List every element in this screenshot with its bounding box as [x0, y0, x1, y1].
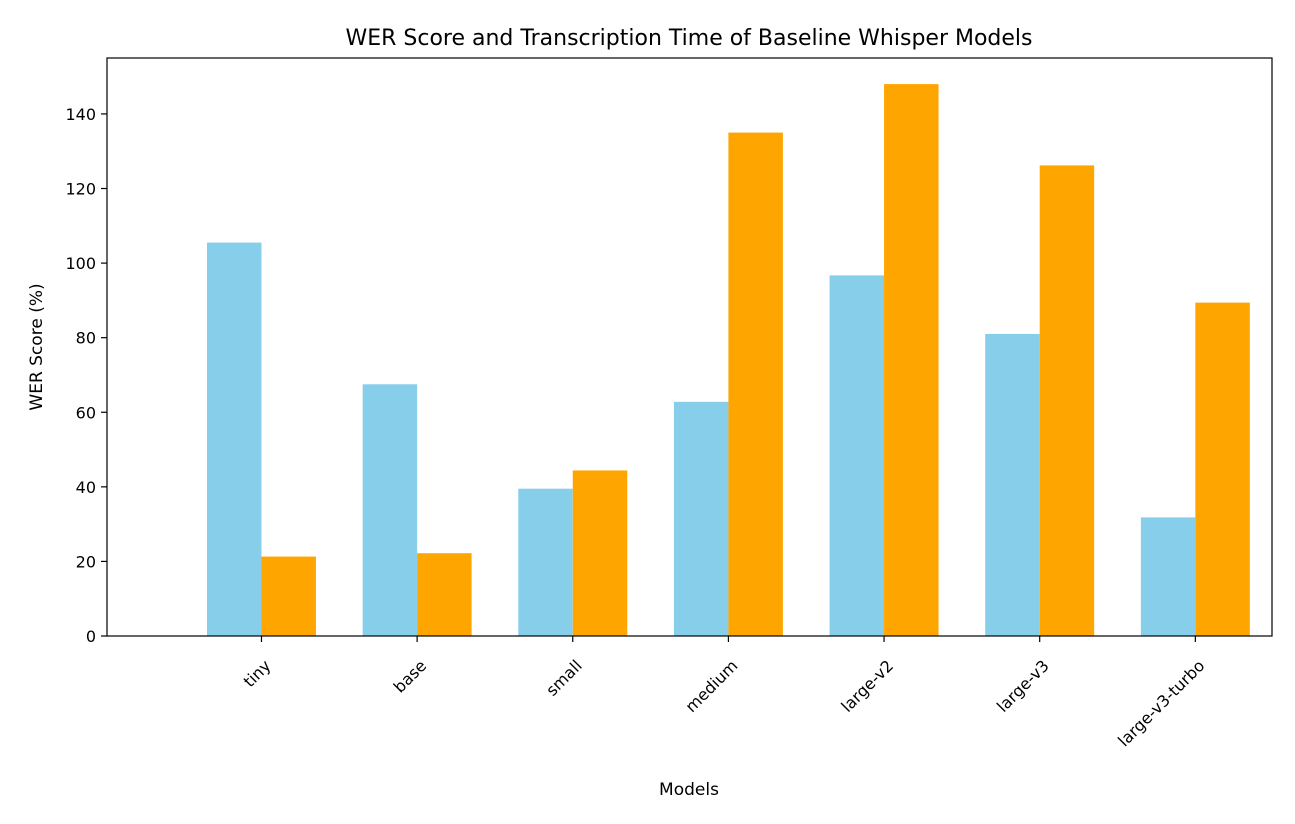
y-axis: 0 20 40 60 80 100 120 140	[65, 105, 107, 646]
bar-series1-large-v3-turbo	[1140, 517, 1196, 636]
x-tick-label-small: small	[542, 656, 586, 700]
x-axis: tiny base small medium large-v2 large-v3 large…	[240, 636, 1208, 750]
x-tick-label-medium: medium	[682, 656, 742, 716]
bar-series1-tiny	[207, 242, 262, 636]
x-tick-label-large-v3-turbo: large-v3-turbo	[1114, 656, 1208, 750]
bar-series2-medium	[728, 132, 783, 637]
x-tick-label-base: base	[390, 656, 430, 696]
bar-series1-large-v2	[829, 275, 885, 636]
y-tick-label: 60	[76, 403, 96, 422]
x-tick-label-large-v2: large-v2	[837, 656, 897, 716]
bar-series2-base	[417, 553, 472, 636]
bar-series2-large-v2	[884, 84, 939, 637]
bar-series2-tiny	[261, 556, 316, 636]
bar-series2-large-v3	[1039, 165, 1095, 637]
y-tick-label: 40	[76, 478, 96, 497]
y-tick-label: 0	[86, 627, 96, 646]
bar-series2-large-v3-turbo	[1195, 302, 1250, 636]
y-tick-label: 80	[76, 329, 96, 348]
y-tick-label: 100	[65, 254, 96, 273]
chart-title: WER Score and Transcription Time of Base…	[345, 26, 1032, 51]
y-tick-label: 140	[65, 105, 96, 124]
y-tick-label: 20	[76, 552, 96, 571]
x-tick-label-large-v3: large-v3	[993, 656, 1053, 716]
x-tick-label-tiny: tiny	[240, 656, 275, 691]
bar-series2-small	[572, 470, 628, 636]
bars	[207, 84, 1250, 637]
y-axis-label: WER Score (%)	[27, 283, 47, 410]
bar-series1-base	[362, 384, 418, 636]
bar-series1-large-v3	[985, 333, 1040, 636]
plot-frame	[106, 57, 1273, 637]
bar-series1-medium	[673, 401, 729, 636]
x-axis-label: Models	[659, 780, 719, 800]
bar-series1-small	[518, 488, 573, 636]
y-tick-label: 120	[65, 180, 96, 199]
